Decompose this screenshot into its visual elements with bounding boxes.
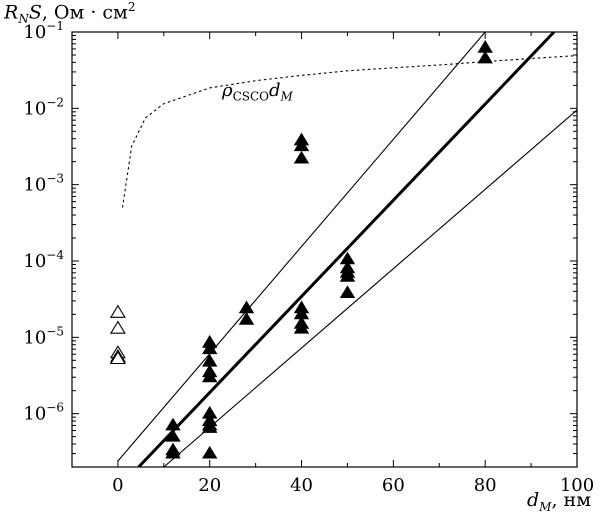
y-tick-label: 10−4 xyxy=(23,248,64,272)
y-tick-label: 10−6 xyxy=(23,401,64,425)
data-point-filled-triangle xyxy=(293,320,310,334)
x-axis-label: dM, нм xyxy=(527,489,591,514)
data-point-open-triangle xyxy=(109,304,126,318)
fit-line-thick xyxy=(137,32,556,467)
plot-frame xyxy=(71,31,578,468)
fit-line-thin xyxy=(163,109,577,467)
data-point-filled-triangle xyxy=(201,420,218,433)
x-tick-label: 20 xyxy=(198,475,221,496)
data-point-filled-triangle xyxy=(339,269,356,282)
data-point-filled-triangle xyxy=(201,341,218,355)
x-tick-label: 80 xyxy=(474,475,497,496)
data-point-filled-triangle xyxy=(293,150,310,164)
data-point-filled-triangle xyxy=(293,138,310,152)
y-tick-label: 10−2 xyxy=(23,95,64,119)
y-axis-label: RNS, Ом · см2 xyxy=(4,0,136,27)
y-tick-label: 10−5 xyxy=(23,324,64,348)
data-point-filled-triangle xyxy=(238,300,255,314)
data-point-filled-triangle xyxy=(165,445,181,459)
y-tick-label: 10−3 xyxy=(23,172,64,196)
data-point-filled-triangle xyxy=(238,311,255,325)
data-point-filled-triangle xyxy=(165,428,181,442)
data-point-open-triangle xyxy=(109,350,126,365)
data-point-filled-triangle xyxy=(201,369,218,383)
data-point-filled-triangle xyxy=(201,445,218,459)
data-point-filled-triangle xyxy=(477,50,493,64)
x-tick-label: 40 xyxy=(290,475,313,496)
fit-line-thin xyxy=(117,32,486,462)
x-tick-label: 60 xyxy=(382,475,405,496)
x-tick-label: 0 xyxy=(112,475,123,496)
data-point-filled-triangle xyxy=(339,285,356,299)
rho-csco-annotation: ρCSCOdM xyxy=(222,80,293,104)
fit-lines xyxy=(117,32,577,467)
x-tick-label: 100 xyxy=(560,475,594,496)
data-point-open-triangle xyxy=(109,320,126,334)
data-point-filled-triangle xyxy=(477,40,493,53)
y-tick-label: 10−1 xyxy=(23,19,64,43)
